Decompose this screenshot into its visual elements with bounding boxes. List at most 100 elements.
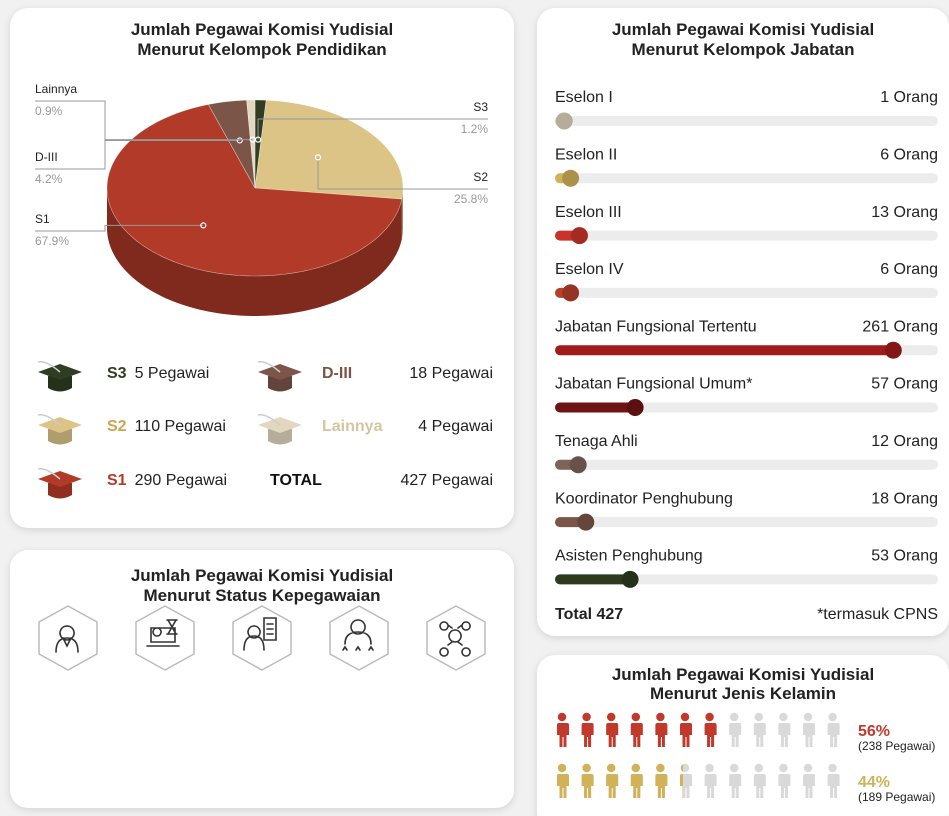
person-head (828, 764, 836, 772)
slice-value-label: 1.2% (461, 122, 489, 136)
person-head (779, 713, 787, 721)
person-body (705, 723, 717, 747)
bar (555, 345, 893, 355)
bar-value-label: 57 Orang (871, 376, 938, 393)
bar-dot (627, 399, 644, 416)
person-body (754, 774, 766, 798)
bar-dot (570, 456, 587, 473)
gender-percent: 56% (858, 723, 890, 740)
bar-value-label: 53 Orang (871, 548, 938, 565)
bar-track (555, 173, 938, 183)
legend-total-label: TOTAL (270, 472, 322, 489)
person-body (655, 723, 667, 747)
bar (555, 403, 635, 413)
person-body (606, 774, 618, 798)
gender-percent: 44% (858, 774, 890, 791)
person-head (681, 713, 689, 721)
legend-text: 290 Pegawai (135, 472, 228, 489)
slice-value-label: 0.9% (35, 104, 63, 118)
slice-label: S2 (473, 170, 488, 184)
person-body (582, 774, 594, 798)
legend-text: 4 Pegawai (418, 418, 493, 435)
legend-text: 110 Pegawai (135, 418, 226, 435)
bar-label: Tenaga Ahli (555, 433, 638, 450)
person-icon (828, 764, 840, 798)
person-body (828, 774, 840, 798)
person-icon (754, 764, 766, 798)
person-head (558, 764, 566, 772)
bar-label: Koordinator Penghubung (555, 490, 733, 507)
bar-value-label: 18 Orang (871, 490, 938, 507)
person-body (631, 774, 643, 798)
bar-track (555, 231, 938, 241)
bar-label: Asisten Penghubung (555, 548, 703, 565)
bar-dot (562, 170, 579, 187)
legend-name: D-III (322, 365, 352, 382)
bar-label: Eselon III (555, 204, 622, 221)
legend-cap (38, 362, 82, 392)
person-head (656, 713, 664, 721)
icon-row-base (557, 713, 840, 747)
person-body (778, 723, 790, 747)
person-head (755, 713, 763, 721)
person-body (680, 723, 692, 747)
status-icon (36, 604, 100, 672)
person-head (656, 764, 664, 772)
bar-dot (571, 227, 588, 244)
bar-dot (562, 284, 579, 301)
person-icon (680, 713, 692, 747)
person-body (754, 723, 766, 747)
bar-note: *termasuk CPNS (817, 606, 938, 623)
person-head (607, 713, 615, 721)
person-body (655, 774, 667, 798)
gender-count: (238 Pegawai) (858, 739, 935, 753)
bar-value-label: 6 Orang (880, 147, 938, 164)
bar-value-label: 6 Orang (880, 261, 938, 278)
slice-value-label: 67.9% (35, 234, 69, 248)
person-head (730, 764, 738, 772)
legend-name: S3 (107, 365, 127, 382)
person-head (582, 713, 590, 721)
bar-total: Total 427 (555, 606, 623, 623)
bar-dot (556, 113, 573, 130)
legend-name: S2 (107, 418, 127, 435)
bar-value-label: 261 Orang (862, 318, 938, 335)
person-body (778, 774, 790, 798)
person-icon (582, 713, 594, 747)
slice-label: S1 (35, 212, 50, 226)
person-head (804, 764, 812, 772)
person-body (803, 774, 815, 798)
person-icon (705, 713, 717, 747)
person-icon (631, 764, 643, 798)
person-icon (606, 764, 618, 798)
person-head (632, 713, 640, 721)
bar-track (555, 460, 938, 470)
person-body (631, 723, 643, 747)
person-head (558, 713, 566, 721)
status-icon (424, 604, 488, 672)
person-icon (803, 764, 815, 798)
person-head (607, 764, 615, 772)
bar-track (555, 288, 938, 298)
person-icon (778, 713, 790, 747)
legend-text: 5 Pegawai (135, 365, 210, 382)
slice-value-label: 4.2% (35, 172, 63, 186)
person-icon (828, 713, 840, 747)
person-icon (655, 764, 667, 798)
person-head (632, 764, 640, 772)
icon-row-fill (557, 713, 840, 747)
legend-cap (38, 469, 82, 499)
status-icon (133, 604, 197, 672)
bar-value-label: 13 Orang (871, 204, 938, 221)
person-body (828, 723, 840, 747)
person-body (729, 723, 741, 747)
slice-label: Lainnya (35, 82, 77, 96)
person-body (729, 774, 741, 798)
hexagon (233, 606, 291, 670)
legend-name: S1 (107, 472, 127, 489)
slice-label: S3 (473, 100, 488, 114)
hexagon (136, 606, 194, 670)
person-head (730, 713, 738, 721)
legend-cap (258, 362, 302, 392)
bar (555, 574, 630, 584)
